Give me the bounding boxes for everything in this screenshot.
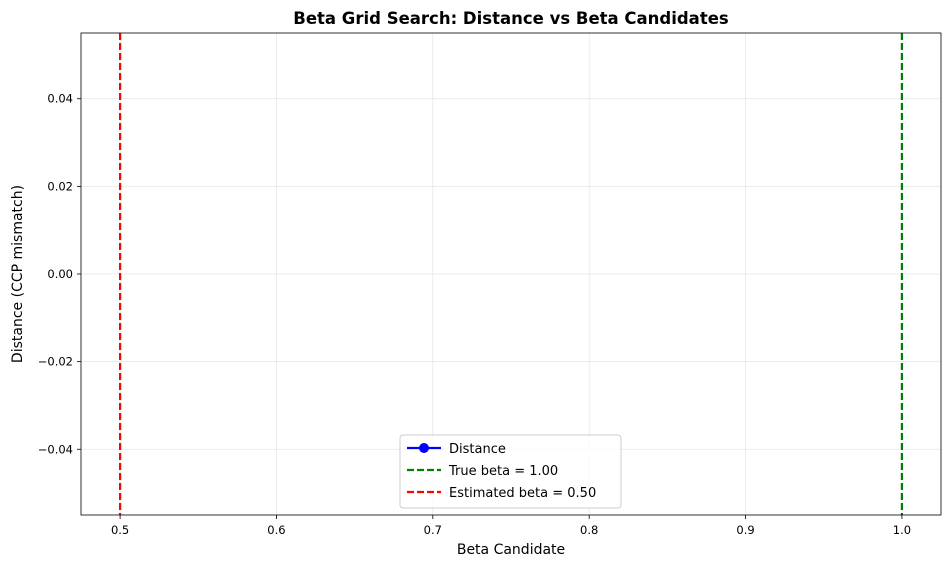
y-tick-label: 0.00 [47, 267, 73, 281]
y-tick-label: −0.02 [38, 355, 73, 369]
reference-lines [118, 33, 904, 515]
y-tick-label: 0.02 [47, 179, 73, 193]
legend-distance-marker [419, 443, 429, 453]
legend: Distance True beta = 1.00 Estimated beta… [399, 434, 622, 509]
legend-entry-true-beta: True beta = 1.00 [407, 464, 558, 479]
legend-entry-distance: Distance [407, 442, 506, 457]
x-tick-label: 0.6 [267, 523, 285, 537]
y-tick-label: −0.04 [38, 442, 73, 456]
y-axis-ticks: −0.04 −0.02 0.00 0.02 0.04 [38, 92, 81, 456]
legend-box [399, 434, 622, 509]
x-tick-label: 0.7 [424, 523, 442, 537]
x-axis-label: Beta Candidate [457, 542, 565, 558]
x-tick-label: 1.0 [893, 523, 911, 537]
x-axis-ticks: 0.5 0.6 0.7 0.8 0.9 1.0 [111, 515, 911, 537]
legend-distance-label: Distance [449, 442, 506, 457]
legend-true-beta-label: True beta = 1.00 [448, 464, 558, 479]
x-tick-label: 0.8 [580, 523, 598, 537]
x-tick-label: 0.9 [736, 523, 754, 537]
legend-estimated-beta-label: Estimated beta = 0.50 [449, 486, 596, 501]
legend-entry-estimated-beta: Estimated beta = 0.50 [407, 486, 596, 501]
chart-title: Beta Grid Search: Distance vs Beta Candi… [293, 9, 729, 28]
grid [81, 33, 941, 515]
y-tick-label: 0.04 [47, 92, 73, 106]
y-axis-label: Distance (CCP mismatch) [10, 185, 26, 363]
x-tick-label: 0.5 [111, 523, 129, 537]
